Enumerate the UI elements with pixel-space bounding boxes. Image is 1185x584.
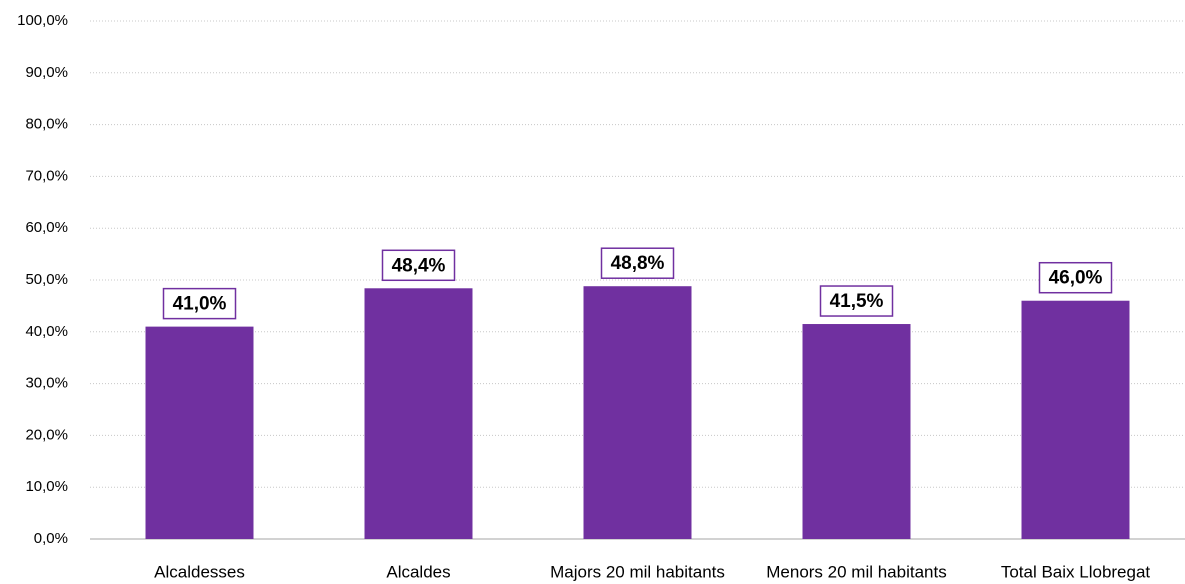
bar [145,326,254,539]
y-tick-label: 30,0% [25,375,68,392]
y-tick-label: 100,0% [17,12,68,29]
y-tick-label: 10,0% [25,478,68,495]
bar [802,324,911,539]
y-tick-label: 50,0% [25,271,68,288]
bar [583,286,692,539]
value-label-box [1038,261,1113,294]
value-label-box [600,247,675,279]
x-tick-label: Alcaldes [386,562,450,581]
y-tick-label: 80,0% [25,116,68,133]
value-label-box [819,285,894,317]
x-tick-label: Alcaldesses [154,562,245,581]
y-tick-label: 70,0% [25,167,68,184]
y-tick-label: 40,0% [25,323,68,340]
value-label-box [162,287,237,320]
bar [1021,300,1130,539]
value-label: 48,8% [611,253,665,274]
value-label: 48,4% [392,255,446,276]
value-label: 46,0% [1049,268,1103,289]
y-tick-label: 60,0% [25,219,68,236]
y-tick-label: 0,0% [34,530,68,547]
x-tick-label: Majors 20 mil habitants [550,562,725,581]
value-label-box [381,249,456,282]
value-label: 41,0% [173,294,227,315]
y-tick-label: 20,0% [25,426,68,443]
bar [364,288,473,539]
x-tick-label: Menors 20 mil habitants [766,562,946,581]
y-tick-label: 90,0% [25,64,68,81]
x-tick-label: Total Baix Llobregat [1001,562,1151,581]
value-label: 41,5% [830,291,884,312]
